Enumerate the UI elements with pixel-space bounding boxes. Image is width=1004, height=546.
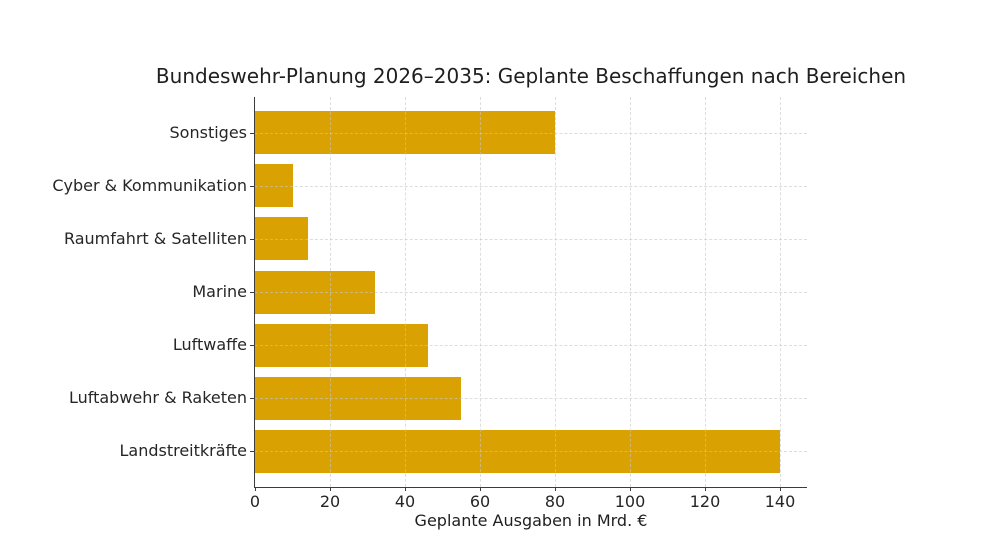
x-axis-tick [630,487,631,491]
y-axis-tick [250,451,254,452]
y-axis-tick [250,239,254,240]
plot-area [254,97,807,488]
x-tick-label: 40 [394,492,416,511]
y-axis-tick [250,345,254,346]
x-tick-label: 120 [689,492,721,511]
x-tick-label: 100 [614,492,646,511]
x-axis-tick [480,487,481,491]
x-axis-tick [780,487,781,491]
y-category-label: Marine [192,282,247,301]
x-tick-label: 60 [469,492,491,511]
x-tick-label: 0 [249,492,261,511]
gridline-horizontal [255,451,807,452]
y-category-label: Landstreitkräfte [119,441,247,460]
x-axis-tick [705,487,706,491]
gridline-horizontal [255,186,807,187]
gridline-horizontal [255,398,807,399]
x-axis-tick [255,487,256,491]
y-axis-tick [250,133,254,134]
x-axis-tick [555,487,556,491]
x-axis-tick [405,487,406,491]
gridline-horizontal [255,239,807,240]
y-category-label: Raumfahrt & Satelliten [63,229,247,248]
x-tick-label: 140 [764,492,796,511]
x-tick-label: 20 [319,492,341,511]
gridline-horizontal [255,345,807,346]
gridline-horizontal [255,133,807,134]
y-category-label: Luftwaffe [172,335,247,354]
gridline-horizontal [255,292,807,293]
x-axis-label: Geplante Ausgaben in Mrd. € [414,511,648,530]
y-axis-tick [250,292,254,293]
y-category-label: Cyber & Kommunikation [52,176,247,195]
x-tick-label: 80 [544,492,566,511]
bar-cyber-kommunikation [255,164,293,208]
y-category-label: Sonstiges [169,123,247,142]
chart-title: Bundeswehr-Planung 2026–2035: Geplante B… [155,64,907,88]
y-category-label: Luftabwehr & Raketen [68,388,247,407]
y-axis-tick [250,186,254,187]
bar-raumfahrt-satelliten [255,217,308,261]
y-axis-tick [250,398,254,399]
x-axis-tick [330,487,331,491]
